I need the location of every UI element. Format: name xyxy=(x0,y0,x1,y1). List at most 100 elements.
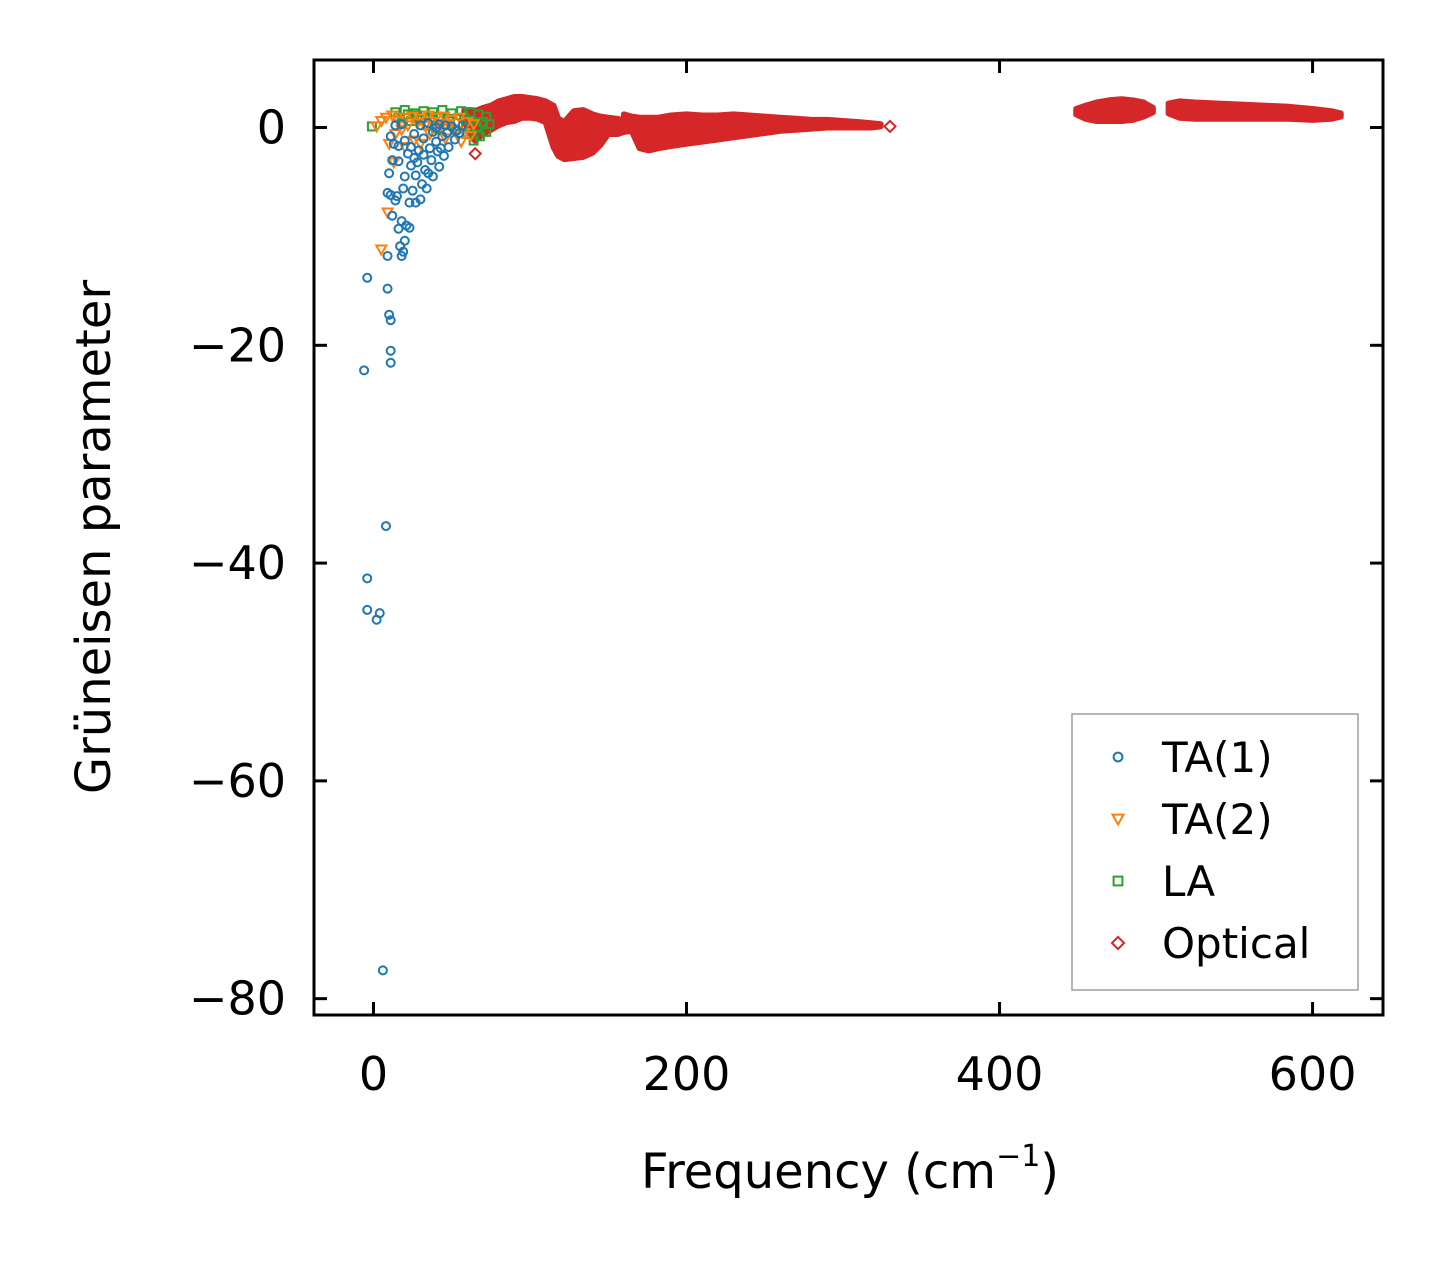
ta-1-point-9 xyxy=(382,251,393,262)
ta-1-point-61 xyxy=(426,155,437,166)
axis-ticks: 0 200 400 600 0 −20 −40 −60 −80 xyxy=(189,60,1383,1101)
ta-1-point-17 xyxy=(387,210,398,221)
legend-label-la: LA xyxy=(1162,857,1215,906)
ta-2-point-23 xyxy=(441,119,456,132)
legend-label-ta-1: TA(1) xyxy=(1161,733,1273,782)
ta-2-point-17 xyxy=(394,124,409,137)
optical-band-2 xyxy=(620,111,884,154)
legend-label-ta-2: TA(2) xyxy=(1161,795,1273,844)
ta-1-point-59 xyxy=(410,170,421,181)
ta-1-point-57 xyxy=(390,120,401,131)
legend-marker-ta-1 xyxy=(1112,751,1124,763)
ta-1-point-32 xyxy=(393,156,404,167)
legend-marker-optical xyxy=(1110,935,1126,951)
legend: TA(1) TA(2) LA Optical xyxy=(1071,713,1359,991)
plot-area xyxy=(359,94,1344,976)
ta-1-point-6 xyxy=(374,608,385,619)
ta-1-point-74 xyxy=(393,141,404,152)
ta-1-point-63 xyxy=(416,179,427,190)
ta-1-point-64 xyxy=(423,168,434,179)
ta-1-point-12 xyxy=(385,315,396,326)
ta-1-point-33 xyxy=(399,171,410,182)
ta-1-point-3 xyxy=(362,573,373,584)
ta-1-point-4 xyxy=(362,604,373,615)
ta-2-point-1 xyxy=(369,121,384,134)
ta-1-point-2 xyxy=(362,272,373,283)
ta-1-point-71 xyxy=(398,183,409,194)
ta-2-point-6 xyxy=(398,112,412,125)
ta-1-point-66 xyxy=(413,145,424,156)
ta-1-point-73 xyxy=(410,197,421,208)
series-ta-1 xyxy=(359,118,468,976)
ta-1-point-10 xyxy=(382,283,393,294)
y-tick-label-4: −80 xyxy=(189,972,286,1026)
ta-1-point-1 xyxy=(359,365,370,376)
ta-1-point-19 xyxy=(387,155,398,166)
series-optical xyxy=(461,94,1344,163)
y-axis-label: Grüneisen parameter xyxy=(66,280,122,795)
x-axis-label-close: ) xyxy=(1040,1144,1059,1200)
ta-1-point-18 xyxy=(384,168,395,179)
legend-marker-la xyxy=(1112,875,1124,887)
ta-1-point-31 xyxy=(385,131,396,142)
ta-1-point-68 xyxy=(442,127,453,138)
ta-2-point-2 xyxy=(374,115,389,129)
ta-1-point-76 xyxy=(418,133,429,144)
ta-1-point-77 xyxy=(427,126,438,137)
ta-2-point-7 xyxy=(405,111,420,124)
ta-1-point-8 xyxy=(380,521,391,532)
ta-1-point-45 xyxy=(424,143,435,154)
axes-frame xyxy=(312,58,1385,1017)
ta-1-point-24 xyxy=(398,246,409,257)
x-tick-label-400: 400 xyxy=(956,1047,1044,1101)
ta-1-point-28 xyxy=(396,216,407,227)
x-axis-label-main: Frequency (cm xyxy=(641,1144,996,1200)
ta-1-point-56 xyxy=(396,119,407,130)
optical-point-3 xyxy=(616,117,631,132)
y-tick-label-1: −20 xyxy=(189,318,286,372)
ta-1-point-27 xyxy=(404,222,415,233)
optical-point-2 xyxy=(883,119,897,134)
x-tick-label-0: 0 xyxy=(359,1047,388,1101)
x-axis-label-superscript: −1 xyxy=(996,1139,1040,1174)
ta-1-point-67 xyxy=(435,143,446,154)
ta-1-point-25 xyxy=(399,235,410,246)
ta-2-point-9 xyxy=(421,110,435,123)
legend-marker-ta-2 xyxy=(1110,813,1126,827)
ta-1-point-7 xyxy=(377,965,388,976)
ta-1-point-46 xyxy=(431,136,442,147)
optical-band-4 xyxy=(1165,98,1344,123)
ta-1-point-29 xyxy=(391,191,402,202)
ta-1-point-50 xyxy=(409,129,420,140)
y-tick-label-2: −40 xyxy=(189,536,286,590)
legend-item-ta-2: TA(2) xyxy=(1110,795,1273,844)
ta-1-point-13 xyxy=(385,345,396,356)
legend-item-la: LA xyxy=(1112,857,1215,906)
ta-2-point-15 xyxy=(466,119,481,132)
x-axis-label: Frequency (cm−1) xyxy=(641,1139,1059,1200)
ta-1-point-38 xyxy=(434,161,445,172)
ta-1-point-52 xyxy=(423,118,434,129)
ta-1-point-72 xyxy=(404,197,415,208)
ta-1-point-78 xyxy=(434,119,445,130)
ta-1-point-69 xyxy=(451,125,462,136)
optical-point-1 xyxy=(468,146,483,161)
legend-item-ta-1: TA(1) xyxy=(1112,733,1273,782)
ta-1-point-11 xyxy=(384,309,395,320)
ta-1-point-70 xyxy=(457,120,468,131)
ta-1-point-14 xyxy=(385,357,396,368)
y-tick-label-0: 0 xyxy=(257,101,286,155)
x-tick-label-200: 200 xyxy=(643,1047,731,1101)
legend-frame xyxy=(1071,713,1359,991)
y-tick-label-3: −60 xyxy=(189,754,286,808)
legend-item-optical: Optical xyxy=(1110,919,1310,968)
ta-2-point-3 xyxy=(379,112,393,125)
optical-band-3 xyxy=(1073,96,1156,124)
ta-1-point-75 xyxy=(409,153,420,164)
ta-1-point-49 xyxy=(399,135,410,146)
x-tick-label-600: 600 xyxy=(1269,1047,1357,1101)
ta-2-point-29 xyxy=(374,244,389,257)
ta-1-point-34 xyxy=(407,185,418,196)
